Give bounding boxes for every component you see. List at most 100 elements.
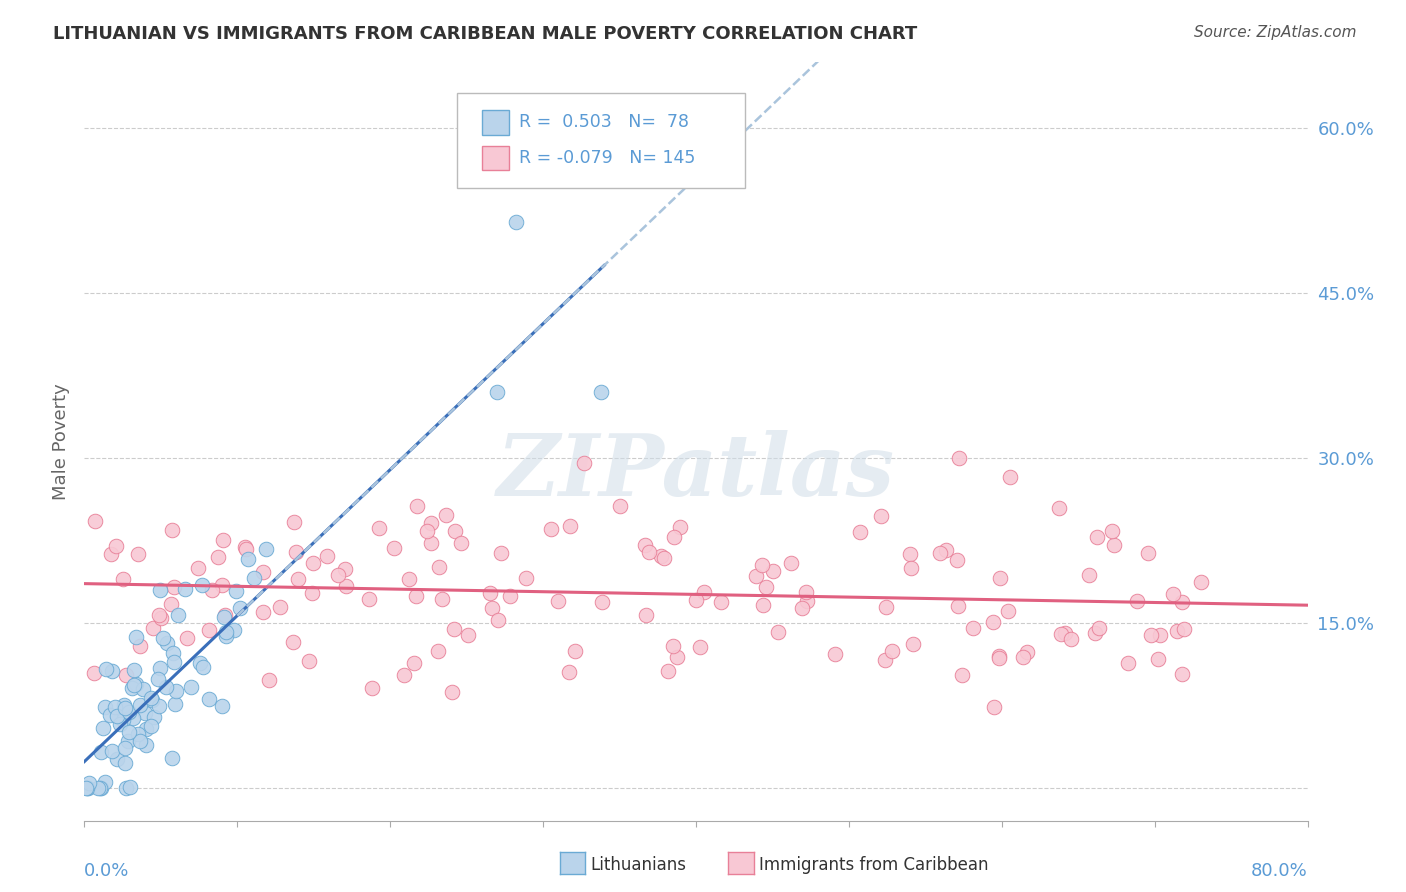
Point (191, 659, 214, 673)
Point (127, 547, 149, 561)
Text: 80.0%: 80.0% (1251, 863, 1308, 880)
Point (478, 586, 501, 600)
Point (1011, 649, 1033, 664)
Point (141, 690, 163, 705)
Point (443, 622, 465, 636)
Point (981, 615, 1004, 629)
Point (988, 571, 1011, 585)
Point (108, 717, 131, 731)
Point (792, 600, 814, 615)
Point (693, 585, 716, 599)
Point (779, 556, 801, 570)
Point (142, 709, 165, 723)
Point (668, 520, 690, 534)
Point (121, 681, 143, 696)
Point (1077, 568, 1099, 582)
Point (903, 636, 925, 650)
Text: ZIPatlas: ZIPatlas (496, 430, 896, 514)
Point (796, 593, 818, 607)
Point (149, 611, 172, 625)
Point (94, 699, 117, 714)
Point (90, 780, 112, 795)
Point (111, 572, 134, 586)
Point (105, 539, 128, 553)
Point (962, 621, 984, 635)
Point (333, 562, 356, 576)
Point (100, 547, 122, 561)
Point (287, 572, 309, 586)
Point (212, 610, 235, 624)
Point (125, 677, 148, 691)
Point (515, 571, 537, 585)
Point (326, 567, 349, 582)
Point (633, 538, 655, 552)
Point (84, 514, 107, 528)
Point (935, 542, 957, 557)
Point (252, 565, 274, 579)
Point (360, 681, 382, 695)
Point (751, 558, 773, 572)
Point (540, 522, 562, 536)
Point (900, 561, 922, 575)
Point (162, 750, 184, 764)
Point (558, 665, 581, 680)
Point (404, 657, 426, 671)
Point (125, 630, 148, 644)
Point (745, 568, 768, 582)
Point (637, 544, 659, 558)
Point (297, 654, 319, 668)
Point (1102, 538, 1125, 552)
Point (427, 644, 450, 658)
Point (243, 571, 266, 585)
Point (427, 559, 450, 574)
Point (128, 640, 150, 654)
Point (281, 635, 304, 649)
Point (335, 579, 357, 593)
Point (869, 508, 891, 523)
Point (148, 608, 170, 623)
Point (163, 655, 186, 669)
Point (94, 662, 117, 676)
Point (122, 678, 145, 692)
Point (215, 629, 238, 643)
Point (929, 546, 952, 560)
Point (420, 536, 443, 550)
Point (948, 450, 970, 465)
Point (301, 586, 323, 600)
Point (233, 540, 256, 554)
Point (1050, 627, 1073, 641)
Point (160, 597, 183, 611)
Point (190, 578, 212, 592)
Point (394, 668, 416, 682)
Point (564, 644, 586, 658)
Point (118, 725, 141, 739)
Point (121, 711, 143, 725)
Point (83, 665, 105, 680)
Point (134, 706, 156, 720)
Point (222, 624, 245, 638)
Point (499, 589, 522, 603)
Point (163, 580, 186, 594)
Point (188, 656, 211, 670)
Point (162, 646, 184, 660)
Point (591, 595, 613, 609)
Point (114, 741, 136, 756)
Point (114, 780, 136, 795)
Point (572, 456, 595, 470)
Point (252, 605, 274, 619)
Point (211, 533, 233, 547)
Point (1084, 625, 1107, 640)
Point (198, 624, 221, 638)
Point (666, 649, 689, 664)
Point (142, 621, 165, 635)
Y-axis label: Male Poverty: Male Poverty (52, 384, 70, 500)
Point (104, 700, 127, 714)
Bar (482, 146, 509, 170)
Point (997, 603, 1019, 617)
Text: 0.0%: 0.0% (84, 863, 129, 880)
Point (129, 733, 152, 747)
Point (148, 672, 170, 686)
Point (416, 524, 439, 538)
Point (166, 607, 188, 622)
Point (76, 780, 98, 795)
